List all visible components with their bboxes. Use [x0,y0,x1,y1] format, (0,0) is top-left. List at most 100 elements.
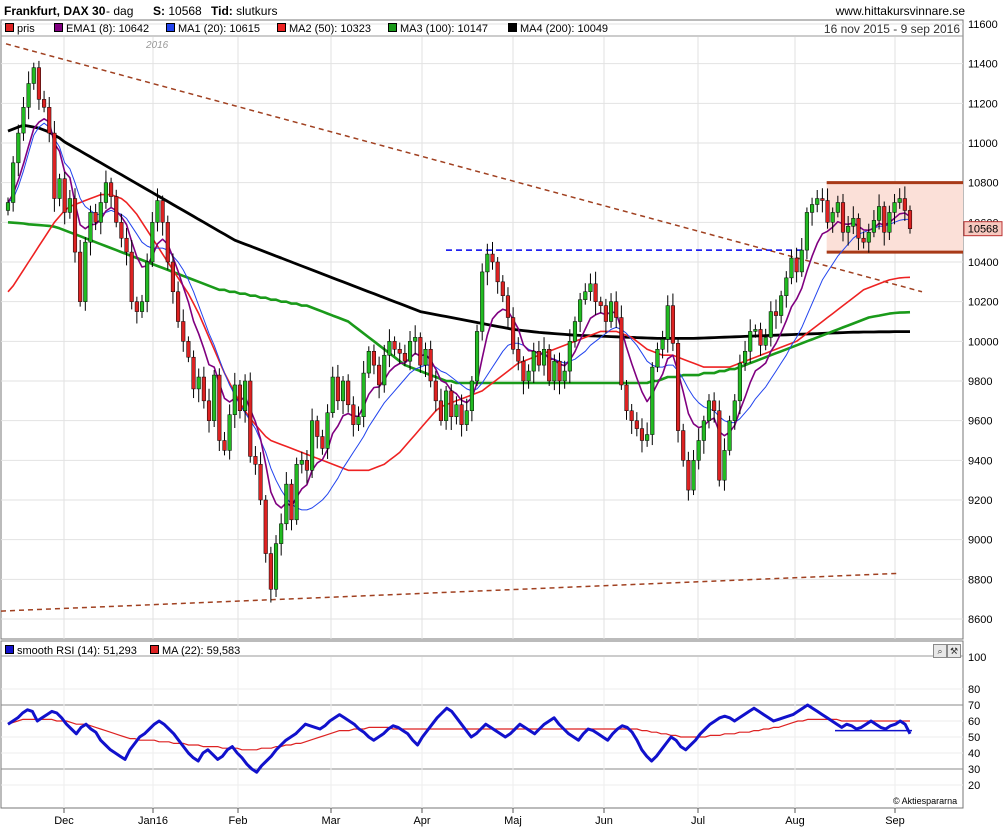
candle-body [299,460,304,465]
price-legend-item: MA1 (20): 10615 [166,23,260,35]
candle-body [371,351,377,366]
source-credit: © Aktiespararna [893,796,958,806]
legend-swatch [277,23,286,32]
candle-body [67,198,72,213]
candle-body [882,206,887,233]
candle-body [531,351,536,372]
x-tick-label: Jun [595,815,613,827]
candle-body [572,321,578,342]
candle-body [717,410,722,481]
tid-value: slutkurs [236,4,278,18]
tid-label: Tid: [211,4,233,18]
settings-icon[interactable]: ⚒ [947,644,961,658]
candle-body [768,311,773,338]
candle-body [562,370,567,382]
y-tick-label: 9000 [968,535,992,547]
candle-body [201,376,206,402]
legend-label: EMA1 (8): 10642 [66,23,150,35]
y-tick-label: 9200 [968,495,992,507]
y-tick-label: 10000 [968,336,999,348]
candle-body [645,434,650,441]
candle-body [655,349,660,368]
legend-swatch [508,23,517,32]
price-plot [1,43,963,612]
candle-body [5,202,11,211]
candle-body [851,218,856,227]
candle-body [181,321,186,342]
candle-body [763,337,768,346]
date-range: 16 nov 2015 - 9 sep 2016 [823,22,960,36]
candle-body [98,202,103,223]
candle-body [62,178,67,213]
y-tick-label: 11600 [968,19,998,31]
s-value: 10568 [168,4,202,18]
s-label: S: [153,4,165,18]
candle-body [609,301,614,322]
candle-body [237,384,242,412]
candle-body [310,420,315,471]
candle-body [753,329,758,332]
candle-body [624,384,629,412]
candle-body [696,440,701,461]
candle-body [160,200,165,223]
legend-swatch [5,645,14,654]
candle-body [902,198,907,211]
candle-body [552,360,557,382]
x-tick-label: Apr [413,815,430,827]
rsi-y-tick-label: 80 [968,684,980,696]
candle-body [557,360,562,382]
candle-body [681,430,686,461]
candle-body [418,337,423,366]
candle-body [526,370,531,382]
x-tick-label: Mar [322,815,341,827]
candle-body [799,249,804,273]
rsi-y-tick-label: 100 [968,652,986,664]
candle-body [593,283,598,302]
candle-body [57,178,62,199]
zoom-icon[interactable]: ⌕ [933,644,947,658]
legend-label: MA2 (50): 10323 [289,23,371,35]
candle-body [387,341,392,356]
candle-body [459,404,464,425]
candle-body [887,212,892,233]
candle-body [578,299,583,322]
y-tick-label: 11000 [968,138,998,150]
candle-body [495,261,500,283]
candle-body [567,341,572,372]
x-tick-label: Dec [54,815,74,827]
candle-body [743,351,748,364]
candle-body [897,198,902,203]
candle-body [500,281,505,296]
last-value: S: 10568 [153,4,202,18]
candle-body [52,132,57,199]
y-tick-label: 10200 [968,297,999,309]
candle-body [469,380,474,411]
candle-body [258,464,263,501]
candle-body [789,257,794,279]
candle-body [428,349,433,382]
legend-label: MA1 (20): 10615 [178,23,260,35]
candle-body [861,237,866,243]
candle-body [21,107,26,134]
candle-body [212,374,217,421]
candle-body [366,351,371,374]
candle-body [732,400,737,421]
candle-body [232,384,237,415]
rsi-plot-frame [0,640,964,809]
candle-body [134,301,139,312]
price-legend-item: EMA1 (8): 10642 [54,23,149,35]
candle-body [340,380,346,402]
chart-title: Frankfurt, DAX 30 [4,4,106,18]
candle-body [454,404,459,417]
candle-body [449,390,454,417]
candle-body [83,241,88,302]
candle-body [722,450,727,481]
x-tick-label: Jan16 [138,815,168,827]
price-legend-item: MA3 (100): 10147 [388,23,488,35]
candle-body [670,305,675,344]
candle-body [222,440,227,451]
candle-body [150,222,155,263]
candle-body [676,343,681,431]
candle-body [36,67,41,100]
candle-body [588,283,593,293]
